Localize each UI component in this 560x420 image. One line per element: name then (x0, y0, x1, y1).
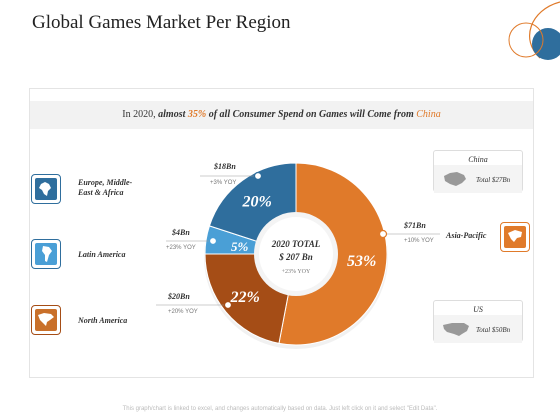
emea-amount: $18Bn (214, 162, 236, 171)
china-card-title: China (468, 155, 488, 164)
emea-label-line2: East & Africa (78, 188, 124, 197)
apac-yoy: +10% YOY (404, 238, 434, 244)
us-map-icon (443, 323, 469, 336)
europe-map-icon (35, 178, 57, 200)
latam-yoy: +23% YOY (166, 245, 196, 251)
china-card-value: Total $27Bn (476, 176, 511, 184)
banner-prefix: In 2020, (122, 109, 159, 120)
footer-note: This graph/chart is linked to excel, and… (122, 406, 438, 412)
emea-label: Europe, Middle- East & Africa (78, 178, 132, 198)
emea-yoy: +3% YOY (210, 180, 237, 186)
apac-icon-box (500, 222, 530, 252)
latam-label: Latin America (78, 250, 126, 259)
decorative-arcs (508, 1, 560, 60)
headline-banner: In 2020, almost 35% of all Consumer Spen… (30, 101, 533, 129)
latam-icon-box (31, 239, 61, 269)
china-map-icon (444, 172, 466, 186)
banner-country: China (416, 109, 441, 120)
emea-label-line1: Europe, Middle- (78, 178, 133, 187)
asia-pacific-map-icon (504, 226, 526, 248)
na-icon-box (31, 305, 61, 335)
na-label: North America (78, 316, 128, 325)
apac-amount: $71Bn (404, 221, 426, 230)
banner-percent: 35% (187, 109, 207, 120)
china-card: China Total $27Bn (433, 150, 523, 193)
na-amount: $20Bn (168, 292, 190, 301)
us-card-title: US (473, 305, 483, 314)
banner-bold1: almost (158, 109, 188, 120)
apac-label: Asia-Pacific (446, 231, 487, 240)
na-yoy: +20% YOY (168, 309, 198, 315)
us-card: US Total $50Bn (433, 300, 523, 343)
banner-bold2: of all Consumer Spend on Games will Come… (206, 109, 417, 120)
emea-icon-box (31, 174, 61, 204)
south-america-map-icon (35, 243, 57, 265)
us-card-value: Total $50Bn (476, 326, 511, 334)
page-title: Global Games Market Per Region (32, 12, 291, 33)
latam-amount: $4Bn (172, 228, 190, 237)
north-america-map-icon (35, 309, 57, 331)
